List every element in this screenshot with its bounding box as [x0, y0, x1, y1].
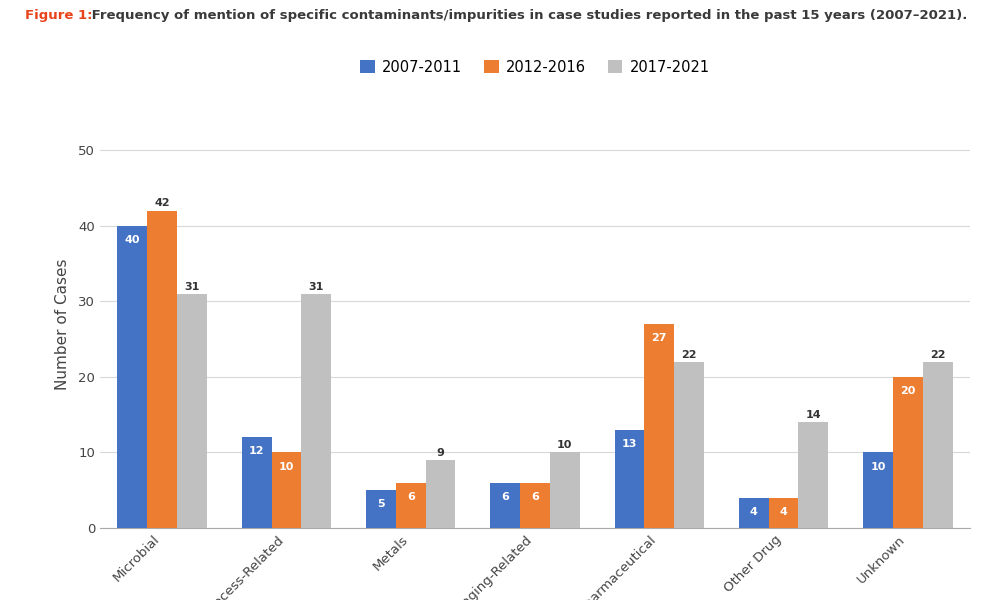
- Bar: [272, 452, 301, 528]
- Text: 6: 6: [407, 492, 415, 502]
- Text: 31: 31: [309, 281, 324, 292]
- Text: 5: 5: [377, 499, 385, 509]
- Bar: [177, 294, 207, 528]
- Text: 12: 12: [249, 446, 264, 457]
- Bar: [301, 294, 331, 528]
- Legend: 2007-2011, 2012-2016, 2017-2021: 2007-2011, 2012-2016, 2017-2021: [354, 54, 716, 80]
- Text: 4: 4: [750, 507, 758, 517]
- Text: 40: 40: [125, 235, 140, 245]
- Text: 10: 10: [279, 461, 294, 472]
- Bar: [366, 490, 396, 528]
- Bar: [117, 226, 147, 528]
- Bar: [644, 324, 674, 528]
- Text: 27: 27: [652, 333, 667, 343]
- Text: 20: 20: [900, 386, 916, 396]
- Bar: [242, 437, 272, 528]
- Y-axis label: Number of Cases: Number of Cases: [55, 258, 70, 390]
- Text: Figure 1:: Figure 1:: [25, 9, 92, 22]
- Text: 10: 10: [870, 461, 886, 472]
- Text: 10: 10: [557, 440, 573, 450]
- Bar: [490, 482, 520, 528]
- Text: 13: 13: [622, 439, 637, 449]
- Bar: [520, 482, 550, 528]
- Text: 14: 14: [806, 410, 821, 420]
- Bar: [769, 498, 798, 528]
- Bar: [615, 430, 644, 528]
- Text: Frequency of mention of specific contaminants/impurities in case studies reporte: Frequency of mention of specific contami…: [87, 9, 967, 22]
- Bar: [396, 482, 426, 528]
- Text: 42: 42: [154, 199, 170, 208]
- Text: 6: 6: [531, 492, 539, 502]
- Bar: [674, 362, 704, 528]
- Bar: [147, 211, 177, 528]
- Bar: [550, 452, 580, 528]
- Bar: [893, 377, 923, 528]
- Bar: [923, 362, 953, 528]
- Text: 6: 6: [501, 492, 509, 502]
- Text: 22: 22: [681, 350, 697, 359]
- Text: 31: 31: [184, 281, 200, 292]
- Bar: [798, 422, 828, 528]
- Text: 22: 22: [930, 350, 945, 359]
- Bar: [863, 452, 893, 528]
- Bar: [739, 498, 769, 528]
- Bar: [426, 460, 455, 528]
- Text: 9: 9: [437, 448, 444, 458]
- Text: 4: 4: [780, 507, 788, 517]
